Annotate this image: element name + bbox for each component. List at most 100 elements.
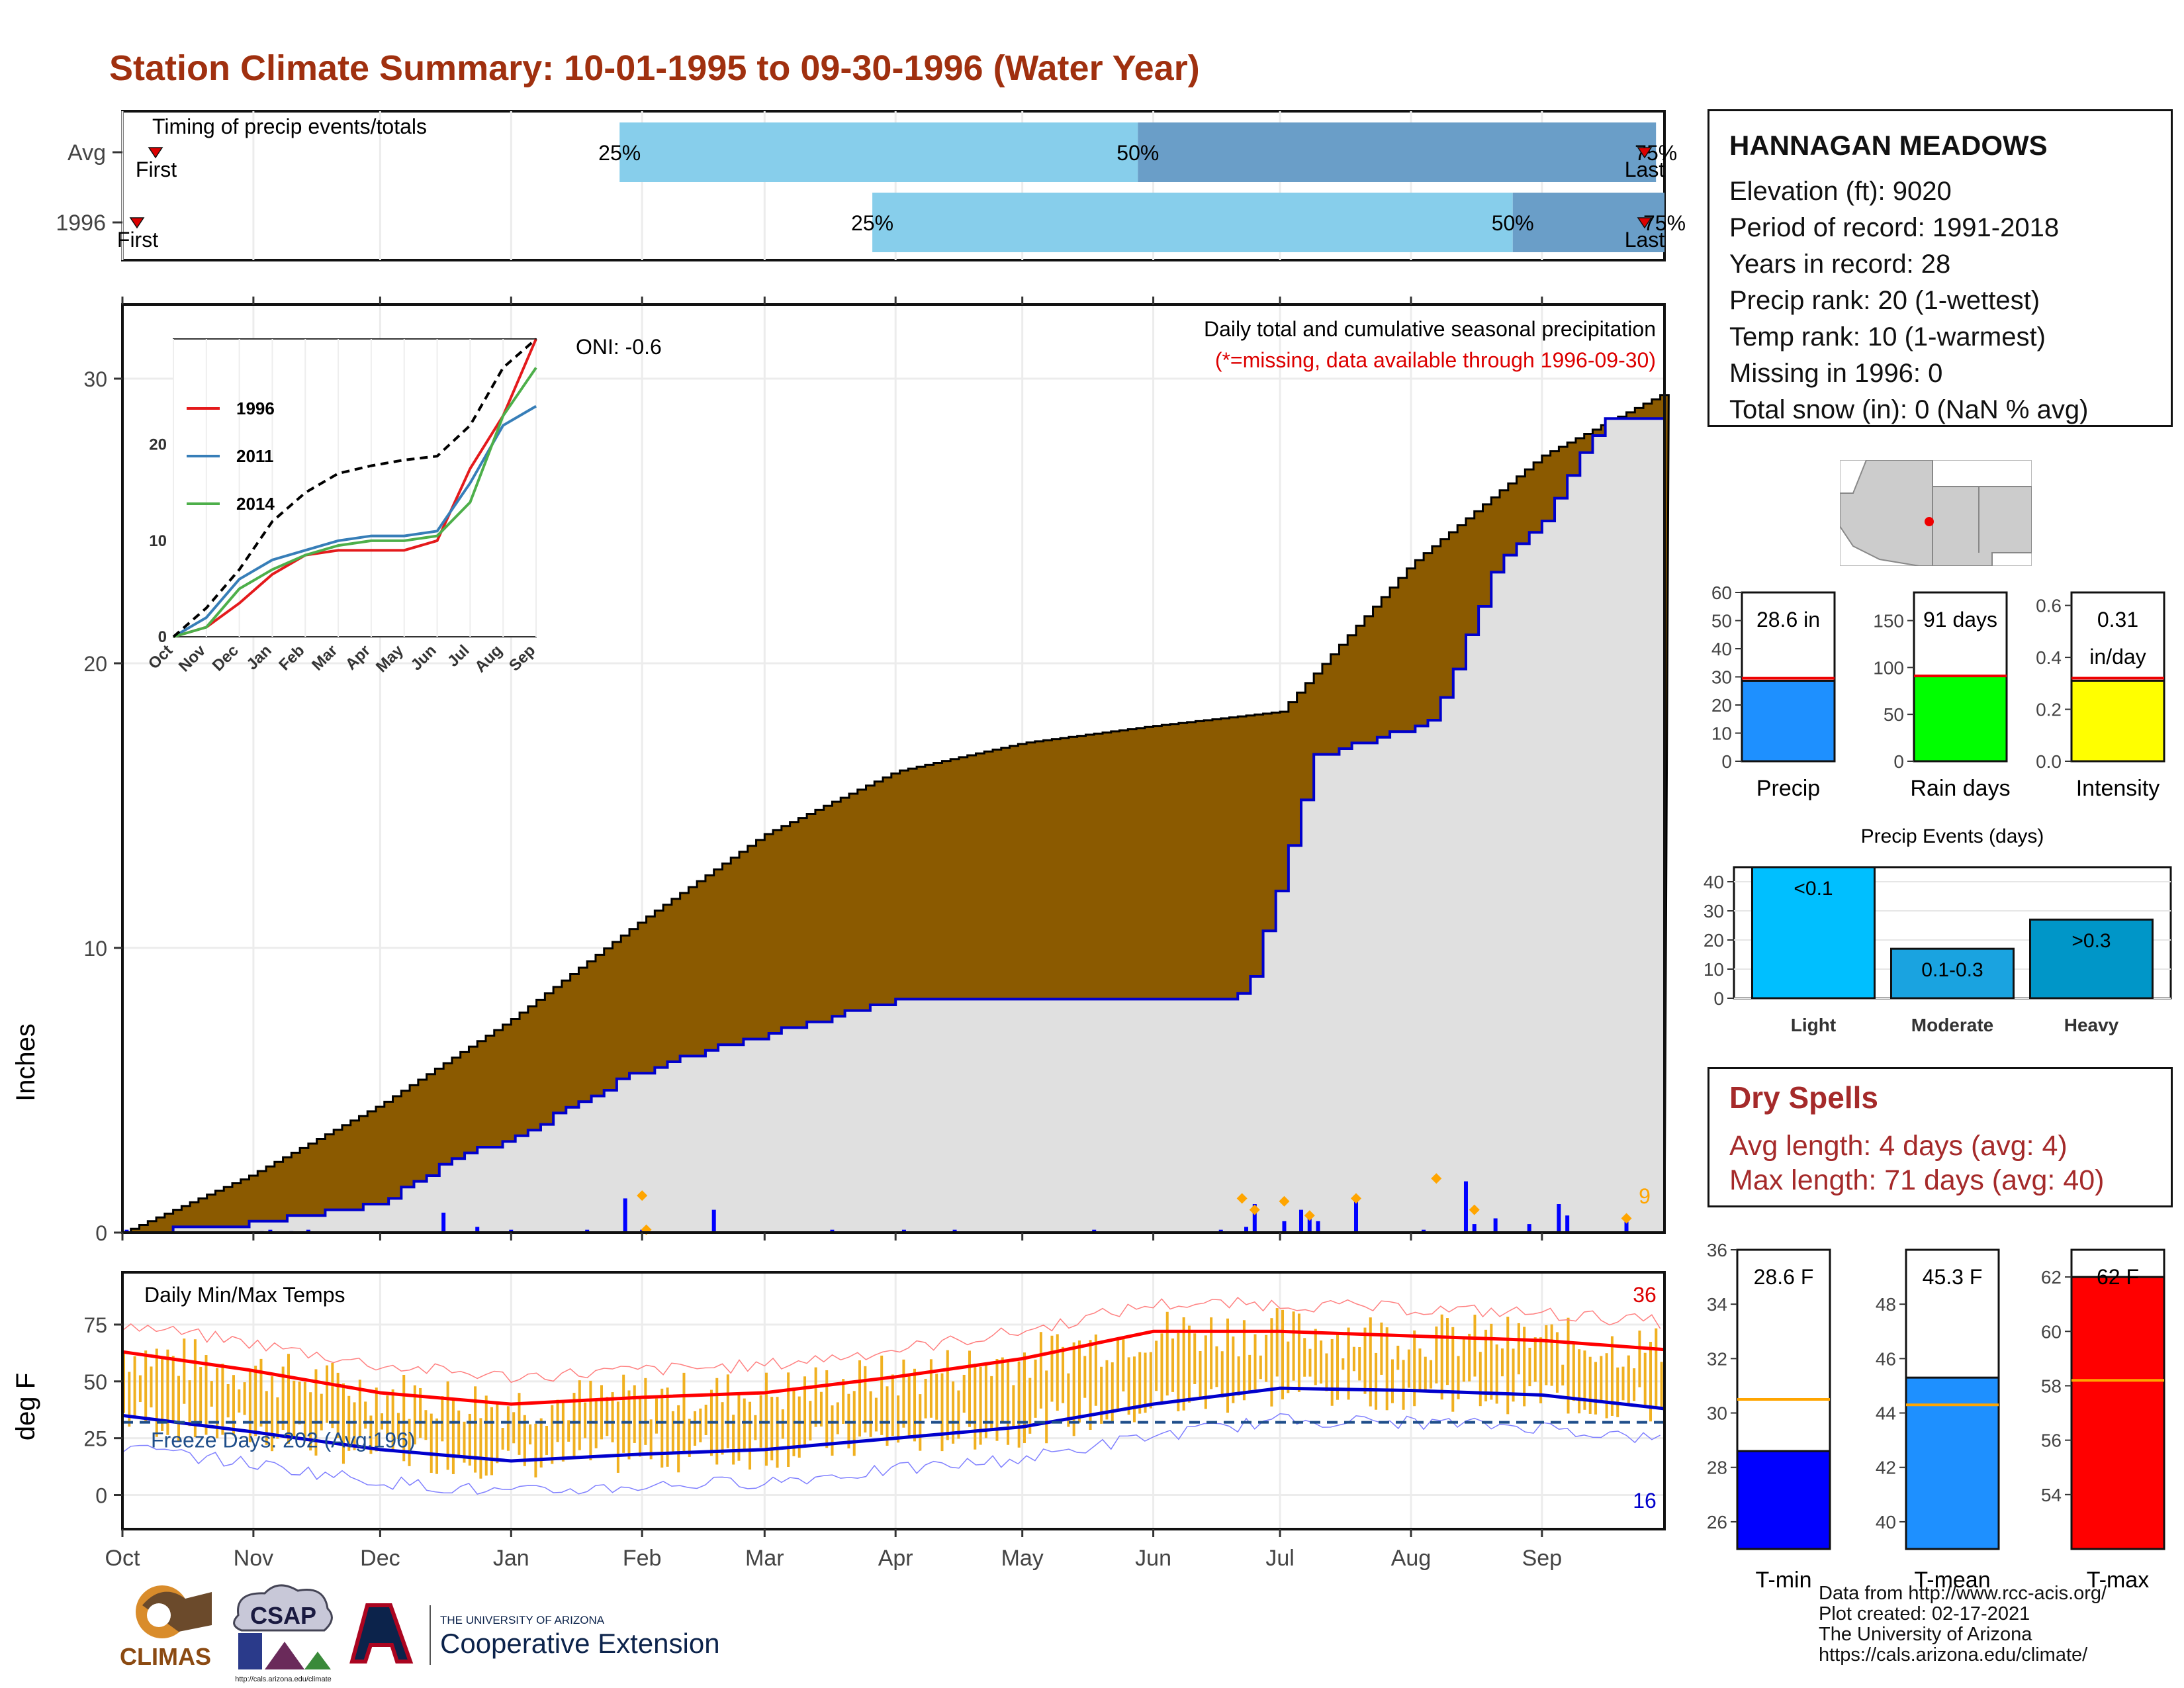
daily-temp-bar: [490, 1407, 494, 1476]
daily-temp-bar: [594, 1399, 598, 1448]
daily-temp-bar: [1588, 1356, 1592, 1414]
daily-temp-bar: [1012, 1385, 1015, 1429]
daily-temp-bar: [501, 1428, 504, 1450]
tsum-ytick-label: 60: [2041, 1321, 2062, 1342]
daily-temp-bar: [677, 1405, 680, 1473]
daily-precip-bar: [1422, 1229, 1426, 1233]
daily-temp-bar: [1390, 1359, 1394, 1403]
daily-temp-bar: [957, 1390, 960, 1439]
daily-temp-bar: [1484, 1329, 1488, 1402]
daily-temp-bar: [309, 1392, 312, 1451]
daily-precip-bar: [268, 1229, 273, 1233]
summary-value-label-unit: in/day: [2089, 645, 2146, 669]
heavy-event-marker: [637, 1190, 648, 1201]
month-label: May: [1001, 1546, 1044, 1571]
daily-temp-bar: [551, 1405, 554, 1464]
timing-bar-dark: [1512, 193, 1664, 252]
daily-temp-bar: [836, 1402, 839, 1434]
daily-temp-bar: [529, 1424, 532, 1445]
timing-title: Timing of precip events/totals: [152, 115, 427, 138]
daily-precip-bar: [1472, 1224, 1477, 1233]
daily-temp-bar: [819, 1391, 823, 1427]
summary-ytick-label: 30: [1711, 667, 1732, 688]
daily-temp-bar: [226, 1383, 230, 1418]
daily-temp-bar: [1352, 1346, 1355, 1372]
events-ytick-label: 0: [1713, 988, 1724, 1009]
daily-temp-bar: [1072, 1342, 1075, 1436]
inset-legend-label: 2014: [236, 494, 275, 514]
events-ytick-label: 20: [1704, 930, 1724, 951]
precip-ylabel: Inches: [11, 1023, 40, 1102]
daily-temp-bar: [622, 1374, 625, 1453]
month-label: Jul: [1265, 1546, 1294, 1571]
daily-temp-bar: [451, 1399, 455, 1474]
month-label: Nov: [234, 1546, 273, 1571]
daily-temp-bar: [1171, 1338, 1175, 1392]
daily-temp-bar: [1039, 1332, 1042, 1409]
month-label: Sep: [1522, 1546, 1563, 1571]
daily-temp-bar: [589, 1380, 592, 1461]
tsum-ytick-label: 36: [1707, 1240, 1727, 1260]
daily-temp-bar: [1226, 1318, 1230, 1413]
daily-temp-bar: [929, 1359, 933, 1418]
month-label: Dec: [360, 1546, 400, 1571]
daily-temp-bar: [193, 1339, 197, 1438]
daily-temp-bar: [721, 1402, 724, 1455]
precip-ytick-label: 20: [83, 652, 107, 676]
daily-temp-bar: [468, 1413, 471, 1466]
credit-university: The University of Arizona: [1819, 1624, 2032, 1645]
csap-logo-text: CSAP: [250, 1602, 316, 1629]
daily-temp-bar: [797, 1396, 801, 1458]
daily-temp-bar: [188, 1380, 191, 1427]
daily-temp-bar: [1314, 1329, 1317, 1385]
daily-temp-bar: [1083, 1356, 1087, 1398]
daily-temp-bar: [1001, 1357, 1004, 1423]
event-bar-heavy: [2029, 918, 2154, 1000]
daily-temp-bar: [150, 1366, 153, 1408]
tsum-ytick-label: 62: [2041, 1267, 2062, 1288]
heavy-event-marker: [1279, 1196, 1290, 1207]
summary-xlabel: Intensity: [2076, 776, 2160, 801]
timing-bar-light: [619, 122, 1138, 182]
daily-temp-bar: [341, 1383, 345, 1464]
daily-temp-bar: [1567, 1317, 1570, 1414]
daily-temp-bar: [1402, 1360, 1405, 1410]
timing-p50-label: 50%: [1116, 141, 1159, 165]
month-label: Aug: [1391, 1546, 1432, 1571]
daily-precip-bar: [1565, 1215, 1570, 1233]
daily-temp-bar: [940, 1373, 944, 1452]
daily-temp-bar: [1242, 1320, 1246, 1401]
daily-temp-bar: [699, 1408, 702, 1442]
current-cumulative-line: [122, 417, 1664, 1234]
daily-temp-bar: [248, 1371, 251, 1442]
inset-series-1996: [173, 338, 537, 638]
daily-temp-bar: [484, 1395, 488, 1476]
daily-temp-bar: [1237, 1356, 1240, 1396]
daily-temp-bar: [155, 1348, 158, 1437]
temp-frame: [121, 1271, 1666, 1530]
daily-temp-bar: [1303, 1338, 1306, 1377]
tsum-bar-0: [1736, 1450, 1831, 1550]
daily-temp-bar: [1297, 1313, 1300, 1392]
daily-temp-bar: [430, 1413, 433, 1473]
daily-temp-bar: [1533, 1337, 1537, 1382]
daily-temp-bar: [364, 1401, 367, 1429]
daily-precip-bar: [1252, 1204, 1257, 1233]
daily-temp-bar: [265, 1391, 268, 1445]
events-title: Precip Events (days): [1861, 825, 2044, 847]
timing-p25-label: 25%: [598, 141, 641, 165]
summary-ytick-label: 40: [1711, 639, 1732, 659]
daily-temp-bar: [1017, 1361, 1021, 1448]
daily-temp-bar: [974, 1363, 977, 1450]
tsum-xlabel: T-mean: [1914, 1568, 1990, 1589]
month-label: Feb: [623, 1546, 662, 1571]
daily-temp-bar: [968, 1350, 971, 1427]
daily-temp-bar: [1468, 1333, 1471, 1382]
daily-temp-bar: [1204, 1335, 1207, 1409]
summary-bar-2: [2070, 679, 2165, 763]
daily-temp-bar: [749, 1401, 752, 1470]
daily-temp-bar: [128, 1372, 131, 1427]
daily-precip-bar: [830, 1229, 835, 1233]
daily-temp-bar: [1336, 1332, 1339, 1400]
daily-temp-bar: [326, 1365, 329, 1423]
